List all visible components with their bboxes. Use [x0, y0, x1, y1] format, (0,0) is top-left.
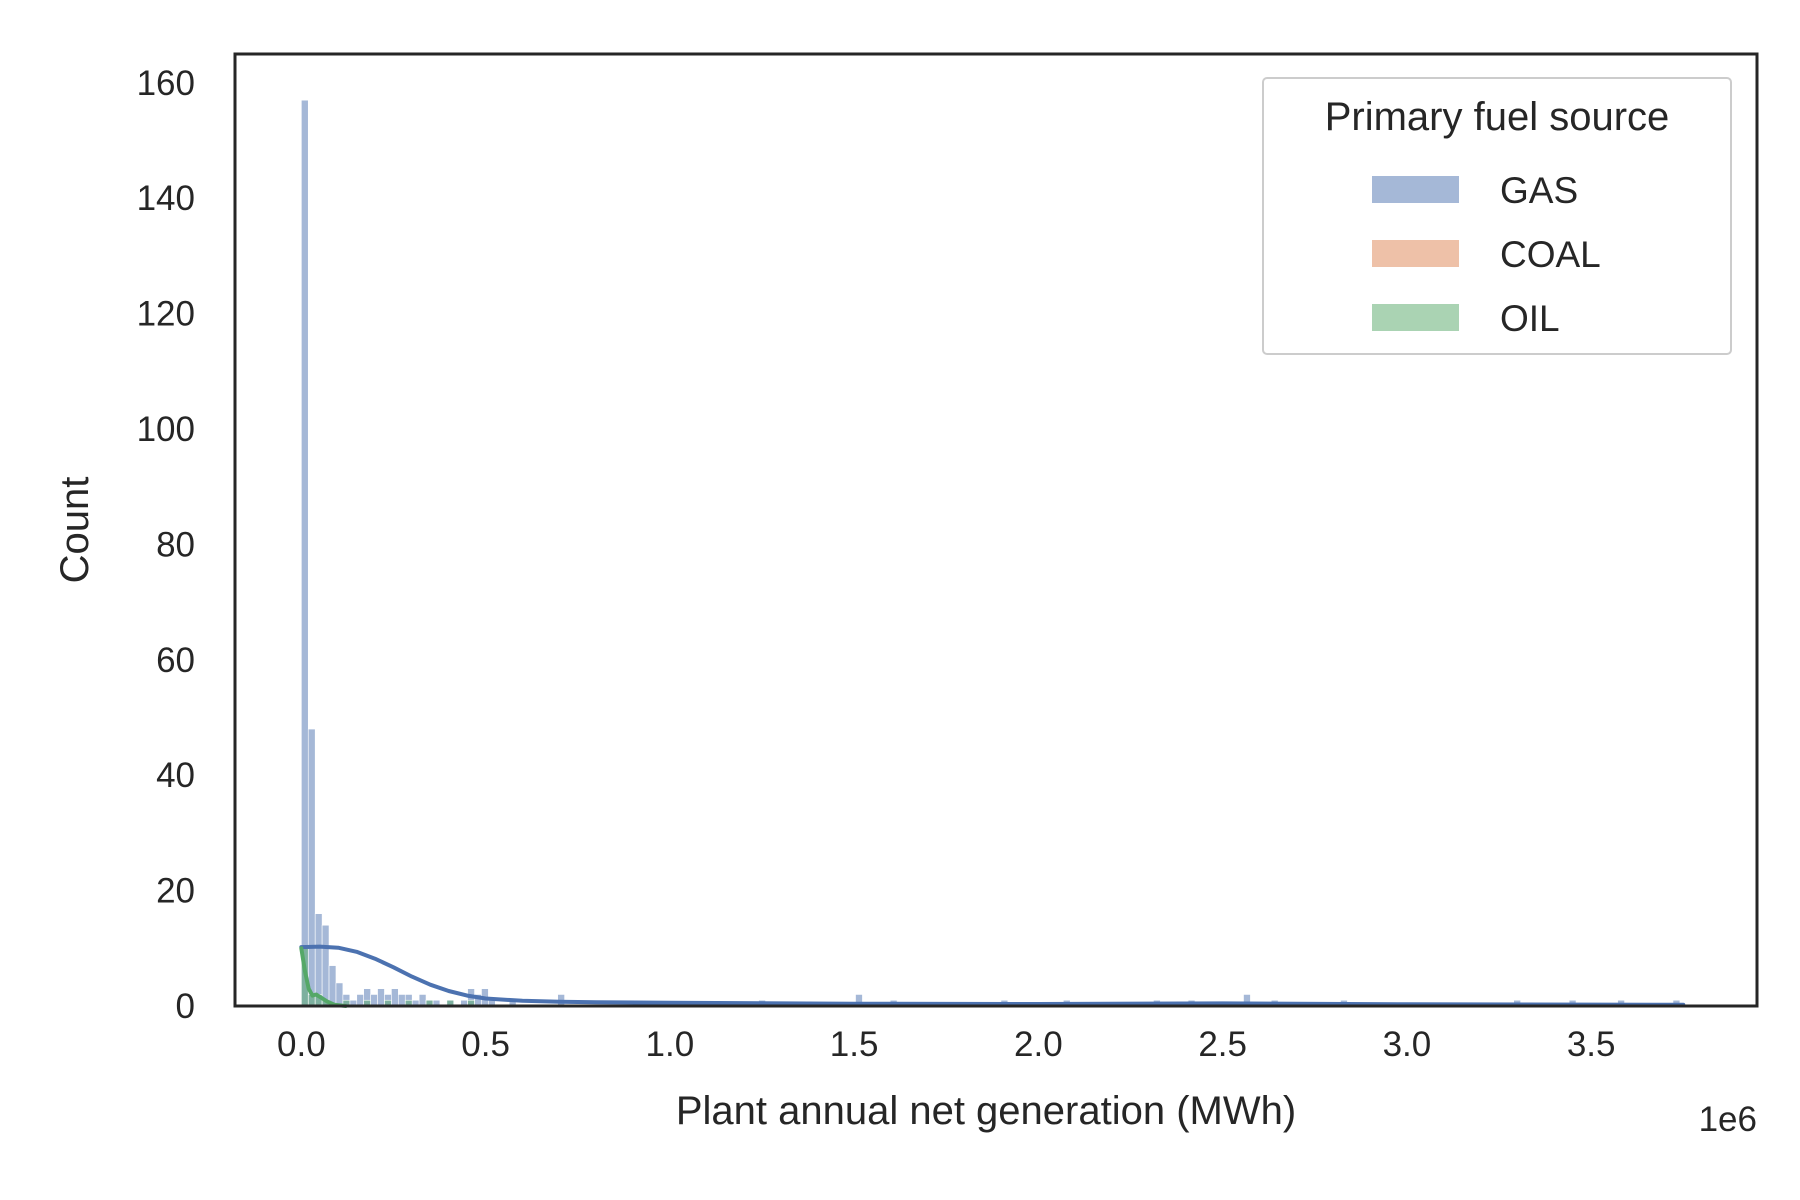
x-axis-ticks: 0.0 0.5 1.0 1.5 2.0 2.5 3.0 3.5 [277, 1025, 1615, 1064]
y-tick-label: 140 [137, 179, 195, 218]
y-tick-label: 20 [156, 872, 195, 911]
bar-gas-13 [391, 988, 399, 1007]
bar-gas-10 [370, 994, 378, 1007]
y-tick-label: 0 [176, 987, 195, 1026]
bar-gas-0 [301, 99, 309, 1007]
legend-swatch-oil [1372, 304, 1459, 331]
x-tick-label: 3.0 [1383, 1025, 1432, 1064]
y-axis-ticks: 0 20 40 60 80 100 120 140 160 [137, 64, 195, 1026]
bar-gas-3 [321, 924, 330, 1007]
legend-box [1262, 77, 1732, 355]
legend-swatch-coal [1372, 240, 1459, 267]
bar-gas-17 [418, 994, 427, 1007]
x-tick-label: 2.5 [1198, 1025, 1247, 1064]
kde-curves [299, 944, 1686, 1008]
y-tick-label: 160 [137, 64, 195, 103]
y-tick-label: 120 [137, 295, 195, 334]
legend-entries: GAS COAL OIL [1372, 170, 1601, 339]
y-tick-label: 80 [156, 525, 195, 564]
bar-gas-14 [398, 994, 406, 1007]
legend-title: Primary fuel source [1325, 95, 1670, 139]
legend-label-oil: OIL [1500, 298, 1560, 339]
x-tick-label: 2.0 [1014, 1025, 1063, 1064]
legend-label-coal: COAL [1500, 234, 1601, 275]
y-tick-label: 100 [137, 410, 195, 449]
legend: Primary fuel source GAS COAL OIL [1262, 77, 1732, 355]
plot-area-frame [233, 52, 1759, 1008]
legend-swatch-gas [1372, 176, 1459, 203]
bar-gas-4 [328, 965, 337, 1007]
bar-gas-1 [307, 728, 316, 1007]
y-tick-label: 40 [156, 756, 195, 795]
legend-label-gas: GAS [1500, 170, 1578, 211]
bar-gas-8 [356, 994, 364, 1007]
x-axis-label: Plant annual net generation (MWh) [676, 1089, 1296, 1133]
kde-line-oil [299, 946, 348, 1008]
kde-line-gas [299, 944, 1686, 1007]
x-tick-label: 1.0 [646, 1025, 695, 1064]
x-tick-label: 0.0 [277, 1025, 326, 1064]
x-tick-label: 1.5 [830, 1025, 879, 1064]
y-tick-label: 60 [156, 641, 195, 680]
bar-gas-5 [335, 982, 344, 1007]
bar-gas-2 [314, 913, 323, 1007]
x-tick-label: 3.5 [1567, 1025, 1616, 1064]
bar-gas-11 [377, 988, 385, 1007]
x-axis-offset-label: 1e6 [1699, 1100, 1757, 1139]
y-axis-label: Count [53, 477, 97, 584]
x-tick-label: 0.5 [461, 1025, 510, 1064]
